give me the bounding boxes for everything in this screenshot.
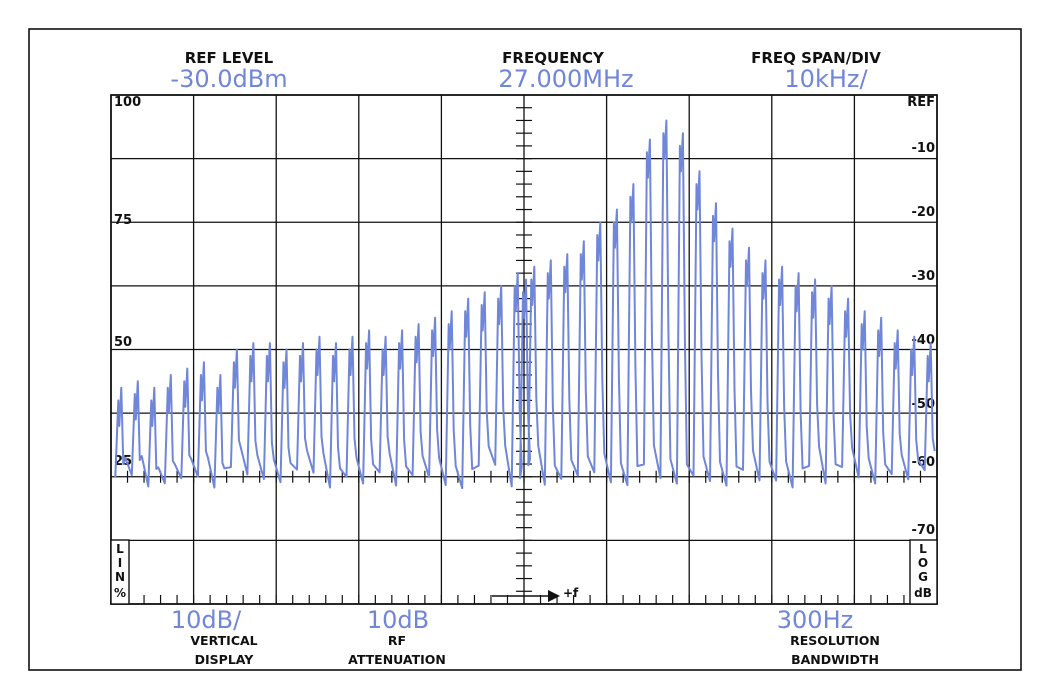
log-mode-char: dB xyxy=(914,586,932,600)
trace-peak xyxy=(523,316,525,319)
spectrum-trace xyxy=(114,119,936,490)
span-value: 10kHz/ xyxy=(784,65,868,93)
trace-peak xyxy=(399,367,401,370)
trace-peak xyxy=(564,291,567,294)
resolution-bandwidth-label: BANDWIDTH xyxy=(791,652,879,667)
trace-peak xyxy=(283,386,286,389)
log-mode-char: G xyxy=(918,570,928,584)
trace-peak xyxy=(729,266,732,268)
right-scale-label: -70 xyxy=(912,523,936,538)
right-scale-label: -50 xyxy=(912,397,936,412)
trace-peak xyxy=(581,278,583,281)
span-label: FREQ SPAN/DIV xyxy=(751,49,881,67)
right-scale-label: REF xyxy=(907,95,935,110)
trace-peak xyxy=(845,336,847,338)
lin-mode-char: L xyxy=(116,542,124,556)
lin-mode-char: % xyxy=(114,586,126,600)
trace-peak xyxy=(201,399,203,402)
left-scale-label: 75 xyxy=(114,213,132,228)
trace-peak xyxy=(184,406,187,408)
trace-peak xyxy=(927,380,930,383)
rf-attenuation-label: RF xyxy=(388,633,406,648)
trace-peak xyxy=(911,374,913,376)
trace-peak xyxy=(795,310,798,313)
frequency-arrow: +f xyxy=(492,586,579,602)
trace-peak xyxy=(465,336,468,338)
trace-peak xyxy=(448,348,451,351)
trace-peak xyxy=(217,412,220,414)
trace-peak xyxy=(267,380,269,383)
trace-peak xyxy=(234,386,236,389)
trace-peak xyxy=(135,418,137,421)
trace-peak xyxy=(531,304,534,306)
trace-peak xyxy=(514,310,517,313)
vertical-display-label: DISPLAY xyxy=(195,652,255,667)
lin-mode-char: N xyxy=(115,570,125,584)
trace-peak xyxy=(168,412,170,414)
trace-peak xyxy=(878,355,880,357)
log-mode-char: O xyxy=(918,556,928,570)
vertical-display-value: 10dB/ xyxy=(171,606,242,634)
right-scale-label: -40 xyxy=(912,333,936,348)
trace-peak xyxy=(663,157,666,160)
log-mode-box xyxy=(909,539,938,605)
trace-peak xyxy=(333,380,335,383)
trace-peak xyxy=(828,323,831,325)
trace-peak xyxy=(713,240,715,243)
trace-peak xyxy=(432,355,434,357)
frequency-value: 27.000MHz xyxy=(498,65,633,93)
lin-mode-char: I xyxy=(118,556,122,570)
trace-peak xyxy=(250,380,253,383)
trace-peak xyxy=(151,425,154,427)
trace-peak xyxy=(812,316,814,319)
log-mode-char: L xyxy=(919,542,927,556)
right-scale-label: -20 xyxy=(912,205,936,220)
resolution-bandwidth-label: RESOLUTION xyxy=(790,633,880,648)
trace-peak xyxy=(779,304,781,306)
trace-peak xyxy=(548,297,550,300)
lin-mode-box xyxy=(110,539,130,605)
vertical-display-label: VERTICAL xyxy=(190,633,257,648)
trace-peak xyxy=(316,374,319,376)
trace-peak xyxy=(597,259,600,262)
trace-peak xyxy=(614,246,616,249)
trace-peak xyxy=(481,329,484,332)
ref-level-label: REF LEVEL xyxy=(185,49,274,67)
trace-peak xyxy=(696,208,699,211)
trace-peak xyxy=(746,285,748,287)
right-scale-label: -30 xyxy=(912,269,936,284)
frequency-arrow-label: +f xyxy=(563,586,579,600)
trace-peak xyxy=(894,367,897,370)
frequency-label: FREQUENCY xyxy=(502,49,605,67)
ref-level-value: -30.0dBm xyxy=(170,65,287,93)
resolution-bandwidth-value: 300Hz xyxy=(777,606,853,634)
outer-border xyxy=(28,28,1022,671)
trace-peak xyxy=(861,348,864,351)
trace-peak xyxy=(118,425,121,427)
spectrum-trace-group xyxy=(114,119,936,490)
right-scale-label: -10 xyxy=(912,141,936,156)
trace-peak xyxy=(762,297,765,300)
trace-peak xyxy=(366,367,368,370)
trace-peak xyxy=(647,176,649,179)
trace-peak xyxy=(680,170,682,173)
rf-attenuation-value: 10dB xyxy=(367,606,429,634)
rf-attenuation-label: ATTENUATION xyxy=(348,652,446,667)
trace-peak xyxy=(498,323,501,325)
trace-peak xyxy=(415,361,418,364)
trace-peak xyxy=(382,374,385,376)
left-scale-label: 100 xyxy=(114,95,141,110)
trace-peak xyxy=(630,221,633,224)
graticule xyxy=(110,94,938,605)
left-scale-label: 50 xyxy=(114,335,132,350)
trace-peak xyxy=(349,374,352,376)
trace-peak xyxy=(300,380,302,383)
